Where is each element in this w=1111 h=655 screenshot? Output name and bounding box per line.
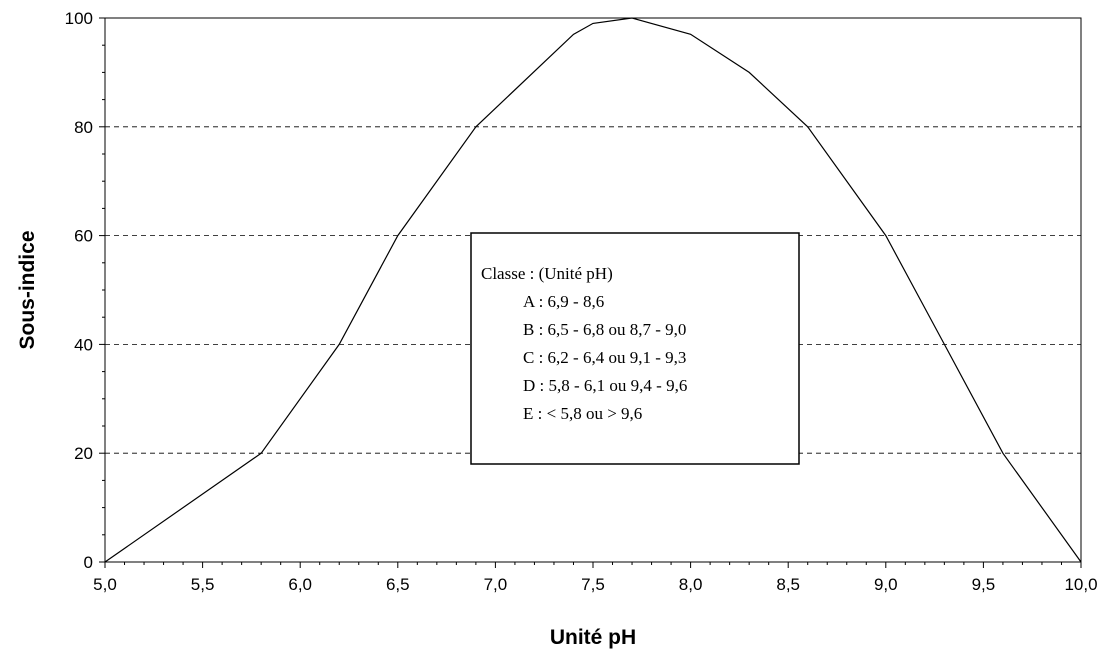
x-tick-label: 7,0 [484,575,508,594]
x-axis-title: Unité pH [550,626,636,649]
x-tick-label: 9,5 [972,575,996,594]
y-tick-label: 0 [84,553,93,572]
y-axis-title: Sous-indice [16,230,39,349]
y-tick-label: 80 [74,118,93,137]
x-tick-label: 9,0 [874,575,898,594]
legend-class-c: C : 6,2 - 6,4 ou 9,1 - 9,3 [523,348,686,367]
x-tick-label: 6,5 [386,575,410,594]
y-tick-label: 20 [74,444,93,463]
legend-class-d: D : 5,8 - 6,1 ou 9,4 - 9,6 [523,376,687,395]
class-legend-box: Classe : (Unité pH) A : 6,9 - 8,6 B : 6,… [471,233,799,464]
x-tick-label: 8,5 [776,575,800,594]
x-axis: 5,0 5,5 6,0 6,5 7,0 7,5 8,0 8,5 9,0 9,5 10,0 [93,562,1097,594]
x-tick-label: 6,0 [288,575,312,594]
x-tick-label: 8,0 [679,575,703,594]
legend-heading: Classe : (Unité pH) [481,264,613,283]
legend-class-e: E : < 5,8 ou > 9,6 [523,404,642,423]
legend-class-b: B : 6,5 - 6,8 ou 8,7 - 9,0 [523,320,686,339]
x-tick-label: 10,0 [1064,575,1097,594]
y-tick-label: 100 [65,9,93,28]
y-tick-label: 60 [74,227,93,246]
y-axis: 0 20 40 60 80 100 [65,9,105,572]
x-tick-label: 5,0 [93,575,117,594]
x-tick-label: 5,5 [191,575,215,594]
x-tick-label: 7,5 [581,575,605,594]
legend-class-a: A : 6,9 - 8,6 [523,292,604,311]
y-tick-label: 40 [74,335,93,354]
